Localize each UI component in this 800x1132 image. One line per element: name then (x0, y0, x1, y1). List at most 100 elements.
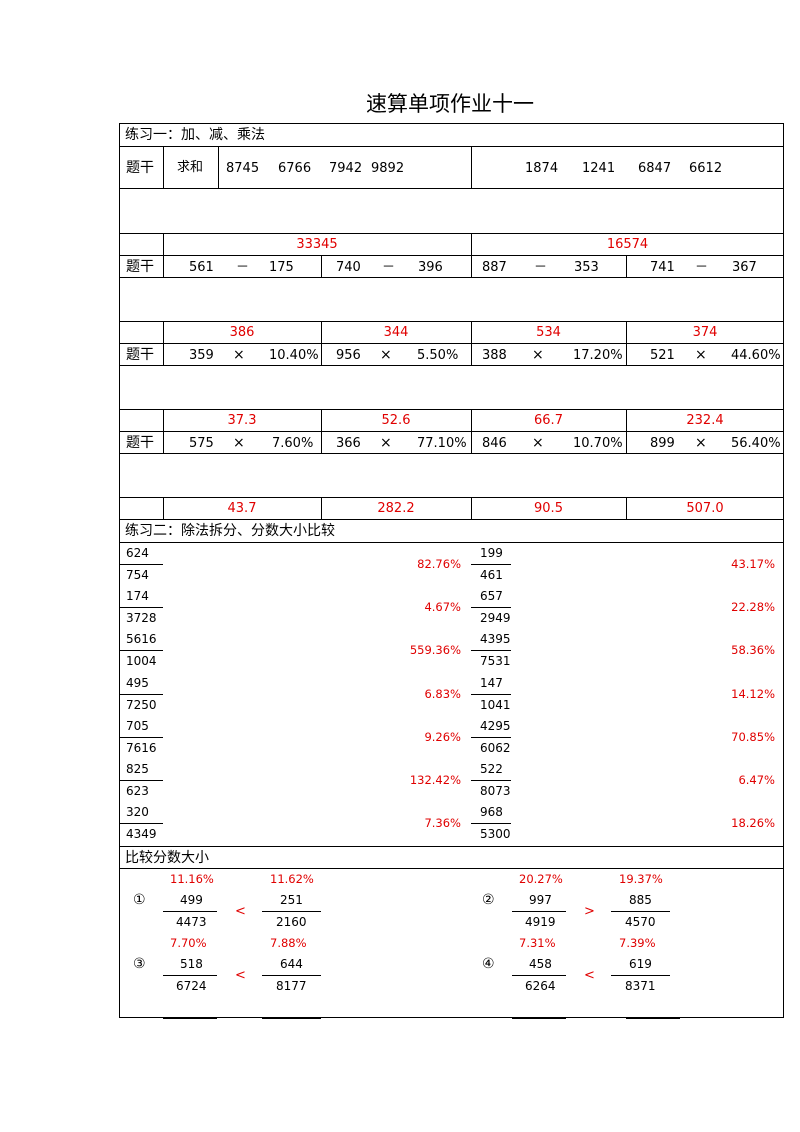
fraction-denominator: 1041 (480, 697, 511, 712)
answer-value: 282.2 (377, 501, 415, 516)
circled-number-label: ② (482, 892, 495, 908)
operand: 899 (650, 436, 675, 451)
section3-heading: 比较分数大小 (125, 850, 209, 866)
fraction-denominator: 6724 (176, 979, 207, 993)
percent-result: 82.76% (417, 557, 461, 571)
fraction-numerator: 624 (126, 546, 149, 560)
stem-label: 题干 (126, 259, 154, 275)
fraction-numerator: 5616 (126, 632, 157, 647)
sum-label: 求和 (177, 160, 204, 175)
fraction-denominator: 7616 (126, 740, 157, 755)
worksheet-frame (119, 123, 784, 1018)
percent-result: 7.39% (619, 936, 656, 950)
percent-result: 43.17% (731, 557, 775, 571)
fraction-numerator: 997 (529, 893, 552, 907)
sum-number: 1241 (582, 161, 616, 176)
fraction-bar (163, 911, 217, 912)
percent-result: 7.88% (270, 936, 307, 950)
fraction-denominator: 3728 (126, 611, 157, 626)
circled-number-label: ③ (133, 956, 146, 972)
fraction-bar (163, 975, 217, 976)
fraction-denominator: 4919 (525, 915, 556, 929)
stem-label: 题干 (126, 435, 154, 451)
stem-label: 题干 (126, 160, 154, 176)
percent-result: 559.36% (409, 643, 461, 658)
operand: 366 (336, 436, 361, 451)
operand: 10.70% (573, 436, 623, 451)
operator: × (695, 347, 707, 363)
fraction-bar (611, 911, 670, 912)
comparison-sign: < (584, 968, 595, 983)
fraction-numerator: 705 (126, 718, 149, 733)
fraction-denominator: 8073 (480, 784, 511, 798)
answer-value: 37.3 (227, 413, 257, 428)
operand: 367 (732, 260, 757, 275)
fraction-numerator: 495 (126, 675, 149, 690)
fraction-denominator: 4570 (625, 915, 656, 929)
percent-result: 6.83% (424, 686, 461, 701)
blank-line (163, 1018, 217, 1019)
fraction-denominator: 6264 (525, 979, 556, 993)
percent-result: 11.62% (270, 872, 314, 886)
fraction-denominator: 7531 (480, 654, 511, 669)
operand: 741 (650, 260, 675, 275)
fraction-bar (119, 650, 163, 652)
percent-result: 132.42% (409, 773, 461, 787)
operator: × (233, 347, 245, 363)
percent-result: 7.70% (170, 936, 207, 950)
fraction-bar (119, 736, 163, 738)
operator: － (534, 260, 548, 275)
fraction-denominator: 754 (126, 568, 149, 582)
operand: 56.40% (731, 436, 781, 451)
operand: 17.20% (573, 348, 623, 363)
fraction-bar (471, 736, 511, 738)
fraction-denominator: 4473 (176, 915, 207, 929)
operator: × (380, 347, 392, 363)
fraction-bar (119, 780, 163, 781)
section2-heading: 练习二：除法拆分、分数大小比较 (125, 523, 335, 539)
fraction-bar (471, 823, 511, 825)
percent-result: 14.12% (731, 686, 775, 701)
blank-line (626, 1018, 680, 1019)
operator: － (382, 260, 396, 275)
operand: 353 (574, 260, 599, 275)
fraction-bar (119, 564, 163, 565)
fraction-denominator: 623 (126, 784, 149, 798)
fraction-numerator: 885 (629, 893, 652, 907)
fraction-denominator: 2160 (276, 915, 307, 929)
answer-value: 43.7 (227, 501, 257, 516)
fraction-numerator: 522 (480, 762, 503, 776)
operand: 521 (650, 348, 675, 363)
answer-value: 534 (536, 325, 561, 340)
operand: 388 (482, 348, 507, 363)
fraction-bar (471, 564, 511, 565)
percent-result: 11.16% (170, 872, 214, 886)
fraction-denominator: 1004 (126, 654, 157, 669)
operator: × (695, 435, 707, 451)
fraction-bar (471, 780, 511, 781)
percent-result: 22.28% (731, 600, 775, 615)
operand: 575 (189, 436, 214, 451)
operand: 887 (482, 260, 507, 275)
answer-value: 344 (383, 325, 409, 340)
operand: 846 (482, 436, 507, 451)
answer-value: 52.6 (381, 413, 411, 428)
answer-value: 33345 (296, 237, 338, 252)
operand: 561 (189, 260, 214, 275)
fraction-numerator: 4395 (480, 632, 511, 647)
percent-result: 7.31% (519, 936, 556, 950)
comparison-sign: < (235, 904, 246, 919)
sum-number: 6847 (638, 161, 672, 176)
fraction-bar (471, 650, 511, 652)
sum-number: 8745 (226, 161, 260, 176)
fraction-denominator: 7250 (126, 697, 157, 712)
fraction-denominator: 8371 (625, 979, 656, 993)
fraction-numerator: 657 (480, 589, 503, 604)
answer-value: 16574 (606, 237, 649, 252)
fraction-numerator: 4295 (480, 718, 511, 733)
answer-value: 90.5 (534, 501, 563, 516)
percent-result: 6.47% (738, 773, 775, 787)
fraction-numerator: 644 (280, 957, 303, 971)
fraction-numerator: 147 (480, 675, 503, 690)
percent-result: 58.36% (731, 643, 775, 658)
